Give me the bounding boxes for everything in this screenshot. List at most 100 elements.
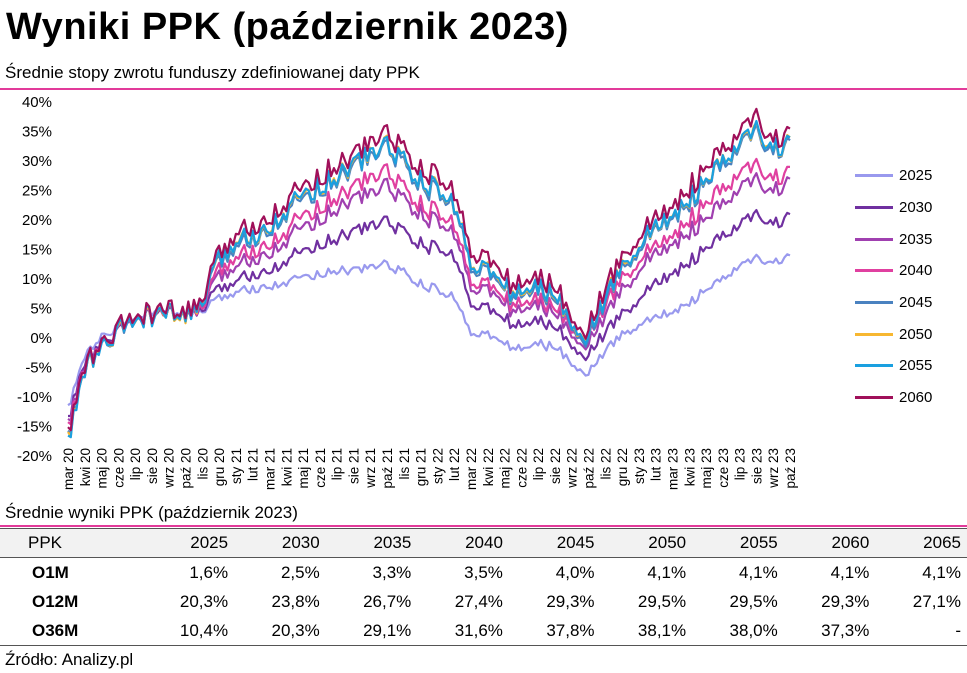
- series-line-2055: [67, 119, 791, 439]
- legend-swatch: [855, 206, 893, 210]
- series-line-2050: [67, 121, 791, 438]
- x-tick-label: maj 20: [95, 448, 110, 489]
- x-tick-label: maj 21: [296, 448, 311, 489]
- y-tick-label: -15%: [17, 419, 52, 436]
- table-cell: -: [875, 616, 967, 646]
- legend-label: 2030: [899, 199, 933, 217]
- table-cell: 3,5%: [464, 562, 503, 582]
- x-tick-label: wrz 22: [565, 448, 580, 489]
- legend-item: 2055: [855, 350, 932, 382]
- table-cell: 3,3%: [372, 562, 412, 582]
- table-cell: 37,3%: [783, 616, 876, 646]
- legend-swatch: [855, 269, 893, 273]
- legend-item: 2035: [855, 223, 932, 255]
- table-cell: 4,1%: [830, 562, 870, 582]
- series-line-2035: [67, 172, 791, 422]
- x-tick-label: lis 20: [195, 448, 210, 480]
- legend-item: 2060: [855, 382, 932, 414]
- table-header-cell: 2025: [142, 528, 235, 558]
- legend-swatch: [855, 396, 893, 400]
- x-tick-label: lis 21: [397, 448, 412, 480]
- table-cell: 20,3%: [179, 591, 229, 611]
- table-header-cell: 2040: [417, 528, 509, 558]
- x-tick-label: cze 20: [111, 448, 126, 488]
- table-title: Średnie wyniki PPK (październik 2023): [5, 503, 298, 522]
- subtitle-divider: [0, 88, 967, 90]
- table-header-cell: 2035: [325, 528, 418, 558]
- legend-swatch: [855, 237, 893, 241]
- x-tick-label: wrz 21: [363, 448, 378, 489]
- x-tick-label: sty 22: [430, 448, 445, 484]
- x-tick-label: maj 23: [699, 448, 714, 489]
- x-tick-label: maj 22: [498, 448, 513, 489]
- y-tick-label: 0%: [30, 330, 52, 347]
- x-tick-label: cze 23: [716, 448, 731, 488]
- returns-line-chart: 40% 35% 30% 25% 20% 15% 10% 5% 0% -5% -10% -15% -20%…: [17, 94, 798, 490]
- x-tick-label: lut 21: [246, 448, 261, 481]
- table-cell: 29,5%: [729, 591, 778, 611]
- x-tick-label: wrz 20: [162, 448, 177, 489]
- table-row: O12M 20,3% 23,8% 26,7% 27,4% 29,3% 29,5%…: [0, 587, 967, 616]
- y-tick-label: 20%: [22, 212, 52, 229]
- row-label: O12M: [32, 591, 79, 611]
- table-header-cell: 2060: [783, 528, 876, 558]
- x-tick-label: gru 21: [414, 448, 429, 486]
- table-cell: 4,0%: [555, 562, 595, 582]
- legend-swatch: [855, 364, 893, 368]
- legend-label: 2035: [899, 230, 933, 248]
- x-tick-label: cze 21: [313, 448, 328, 488]
- results-table: PPK 2025 2030 2035 2040 2045 2050 2055 2…: [0, 528, 967, 646]
- x-tick-label: mar 22: [464, 448, 479, 490]
- source-note: Źródło: Analizy.pl: [5, 650, 134, 669]
- table-cell: 20,3%: [234, 616, 326, 646]
- x-tick-label: lis 22: [598, 448, 613, 480]
- table-cell: 27,4%: [454, 591, 503, 611]
- legend-item: 2030: [855, 192, 932, 224]
- y-tick-label: 40%: [22, 94, 52, 111]
- x-tick-label: gru 22: [615, 448, 630, 486]
- legend-label: 2055: [899, 357, 933, 375]
- x-tick-label: kwi 20: [78, 448, 93, 486]
- row-label: O36M: [0, 616, 143, 646]
- x-tick-label: sie 20: [145, 448, 160, 484]
- x-tick-label: mar 21: [262, 448, 277, 490]
- legend-item: 2045: [855, 287, 932, 319]
- x-tick-label: paź 22: [582, 448, 597, 489]
- x-tick-label: sie 21: [346, 448, 361, 484]
- x-tick-label: lip 22: [531, 448, 546, 480]
- x-tick-label: lut 23: [649, 448, 664, 481]
- series-line-2025: [67, 253, 791, 407]
- x-tick-label: lip 21: [330, 448, 345, 480]
- table-cell: 38,0%: [692, 616, 784, 646]
- table-cell: 4,1%: [922, 562, 961, 582]
- table-header-cell: PPK: [0, 528, 143, 558]
- table-header-cell: 2030: [234, 528, 326, 558]
- legend-label: 2025: [899, 167, 933, 185]
- table-cell: 10,4%: [142, 616, 235, 646]
- x-tick-label: kwi 21: [279, 448, 294, 486]
- table-cell: 31,6%: [417, 616, 509, 646]
- table-cell: 38,1%: [600, 616, 693, 646]
- y-tick-label: 30%: [22, 153, 52, 170]
- table-header-cell: 2045: [508, 528, 601, 558]
- y-tick-label: 25%: [22, 183, 52, 200]
- legend-item: 2040: [855, 255, 932, 287]
- table-header-cell: 2055: [692, 528, 784, 558]
- legend-label: 2060: [899, 389, 933, 407]
- x-tick-label: wrz 23: [766, 448, 781, 489]
- series-line-2060: [67, 107, 791, 432]
- row-label: O1M: [32, 562, 69, 582]
- legend-item: 2050: [855, 318, 932, 350]
- y-tick-label: 35%: [22, 124, 52, 141]
- legend-label: 2045: [899, 294, 933, 312]
- y-tick-label: -5%: [25, 360, 52, 377]
- legend-swatch: [855, 332, 893, 336]
- chart-subtitle: Średnie stopy zwrotu funduszy zdefiniowa…: [5, 63, 420, 82]
- y-tick-label: 10%: [22, 271, 52, 288]
- table-row: O36M 10,4% 20,3% 29,1% 31,6% 37,8% 38,1%…: [0, 616, 967, 646]
- table-cell: 4,1%: [738, 562, 778, 582]
- y-tick-label: 5%: [30, 301, 52, 318]
- table-cell: 29,3%: [821, 591, 870, 611]
- legend-label: 2050: [899, 325, 933, 343]
- x-tick-label: sty 23: [632, 448, 647, 484]
